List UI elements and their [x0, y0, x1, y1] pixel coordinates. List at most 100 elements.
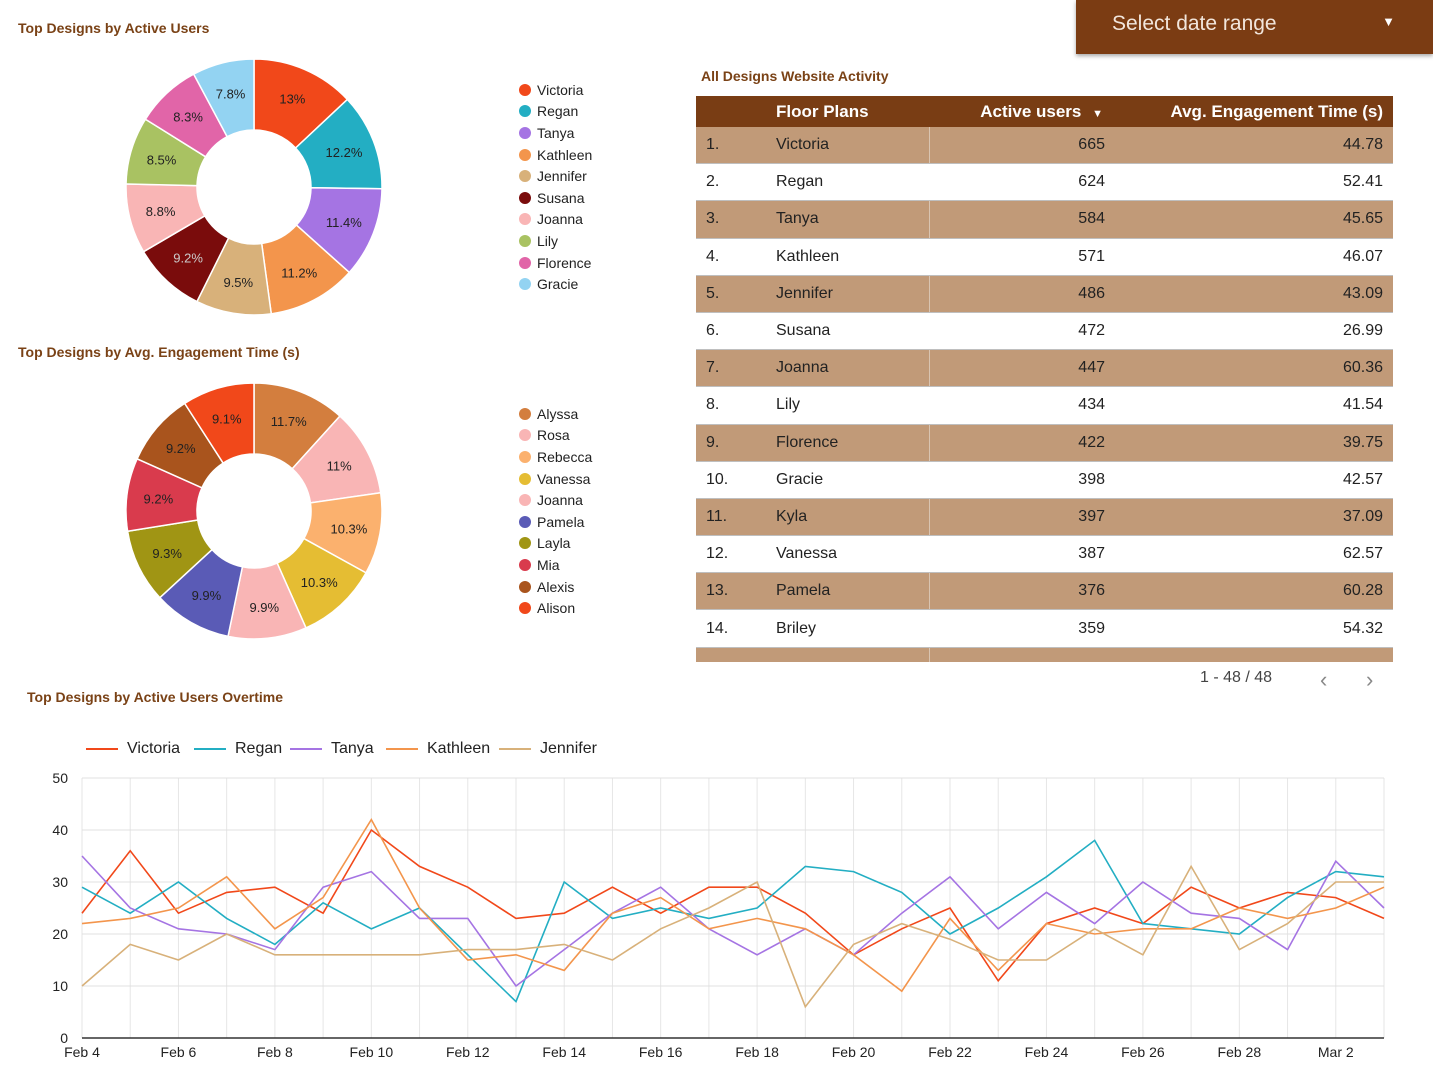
row-engagement: 41.54	[1115, 386, 1393, 425]
active-users-slice-label: 11.4%	[326, 215, 362, 230]
sort-desc-icon: ▼	[1092, 107, 1103, 120]
legend-line-swatch	[386, 748, 418, 750]
series-line-jennifer[interactable]	[81, 864, 1384, 1009]
active-users-slice-label: 7.8%	[216, 86, 246, 101]
table-row[interactable]: 2. Regan 624 52.41	[696, 163, 1393, 202]
line-legend-label: Tanya	[331, 740, 374, 757]
legend-item[interactable]: Susana	[519, 187, 592, 209]
legend-item[interactable]: Gracie	[519, 273, 592, 295]
x-tick-label: Feb 26	[1121, 1044, 1165, 1060]
row-active-users: 359	[929, 609, 1115, 648]
table-row[interactable]	[696, 647, 1393, 662]
legend-item[interactable]: Kathleen	[519, 144, 592, 166]
row-name: Pamela	[766, 572, 930, 611]
legend-label: Vanessa	[537, 470, 591, 487]
legend-swatch	[519, 234, 531, 247]
x-tick-label: Feb 14	[542, 1044, 586, 1060]
x-tick-label: Feb 28	[1218, 1044, 1262, 1060]
legend-item[interactable]: Rebecca	[519, 446, 592, 468]
legend-item[interactable]: Alexis	[519, 576, 592, 598]
engagement-donut-title: Top Designs by Avg. Engagement Time (s)	[18, 344, 300, 360]
table-row[interactable]: 9. Florence 422 39.75	[696, 424, 1393, 462]
row-active-users: 422	[929, 424, 1115, 462]
row-engagement: 37.09	[1115, 498, 1393, 537]
line-legend-item[interactable]: Jennifer	[499, 740, 597, 758]
row-index	[696, 647, 766, 662]
legend-item[interactable]: Alison	[519, 597, 592, 619]
active-users-header[interactable]: Active users ▼	[929, 96, 1115, 127]
legend-item[interactable]: Joanna	[519, 489, 592, 511]
table-row[interactable]: 14. Briley 359 54.32	[696, 609, 1393, 648]
active-users-slice-label: 12.2%	[326, 145, 363, 160]
legend-item[interactable]: Lily	[519, 230, 592, 252]
table-row[interactable]: 8. Lily 434 41.54	[696, 386, 1393, 425]
legend-item[interactable]: Regan	[519, 101, 592, 123]
line-legend-label: Kathleen	[427, 740, 491, 757]
series-line-tanya[interactable]	[81, 855, 1385, 988]
line-legend-item[interactable]: Victoria	[86, 740, 180, 758]
table-row[interactable]: 6. Susana 472 26.99	[696, 312, 1393, 351]
row-index: 10.	[696, 461, 766, 499]
engagement-header[interactable]: Avg. Engagement Time (s)	[1115, 96, 1393, 127]
row-engagement: 26.99	[1115, 312, 1393, 351]
x-tick-label: Feb 10	[350, 1044, 394, 1060]
row-index: 13.	[696, 572, 766, 611]
table-row[interactable]: 1. Victoria 665 44.78	[696, 127, 1393, 165]
row-active-users: 571	[929, 238, 1115, 276]
row-index: 2.	[696, 163, 766, 202]
legend-label: Pamela	[537, 513, 585, 530]
legend-item[interactable]: Joanna	[519, 209, 592, 231]
engagement-header-label: Avg. Engagement Time (s)	[1170, 101, 1383, 121]
table-row[interactable]: 13. Pamela 376 60.28	[696, 572, 1393, 611]
legend-swatch	[519, 472, 531, 485]
row-engagement: 46.07	[1115, 238, 1393, 276]
x-tick-label: Feb 18	[735, 1044, 779, 1060]
row-active-users: 472	[929, 312, 1115, 351]
row-name: Victoria	[766, 127, 930, 165]
legend-label: Kathleen	[537, 146, 593, 163]
legend-item[interactable]: Florence	[519, 252, 592, 274]
y-tick-label: 40	[52, 822, 68, 838]
legend-item[interactable]: Jennifer	[519, 165, 592, 187]
dropdown-caret-icon: ▼	[1382, 14, 1395, 29]
chevron-right-icon[interactable]: ›	[1366, 667, 1374, 692]
table-row[interactable]: 7. Joanna 447 60.36	[696, 349, 1393, 388]
row-name: Lily	[766, 386, 930, 425]
row-active-users: 387	[929, 535, 1115, 574]
row-name: Tanya	[766, 200, 930, 239]
active-users-donut-legend: Victoria Regan Tanya Kathleen Jennifer Susana…	[519, 79, 592, 295]
series-line-victoria[interactable]	[81, 828, 1385, 983]
date-range-selector[interactable]: Select date range ▼	[1076, 0, 1433, 54]
line-legend-item[interactable]: Tanya	[290, 740, 374, 758]
y-tick-label: 10	[52, 978, 68, 994]
table-row[interactable]: 4. Kathleen 571 46.07	[696, 238, 1393, 276]
line-legend-item[interactable]: Kathleen	[386, 740, 490, 758]
index-header	[696, 96, 766, 127]
row-active-users: 486	[929, 275, 1115, 313]
legend-label: Susana	[537, 189, 585, 206]
legend-item[interactable]: Victoria	[519, 79, 592, 101]
table-row[interactable]: 11. Kyla 397 37.09	[696, 498, 1393, 537]
line-legend-item[interactable]: Regan	[194, 740, 282, 758]
legend-item[interactable]: Alyssa	[519, 403, 592, 425]
legend-swatch	[519, 515, 531, 528]
legend-item[interactable]: Mia	[519, 554, 592, 576]
active-users-slice-gracie[interactable]	[192, 58, 255, 138]
chevron-left-icon[interactable]: ‹	[1320, 667, 1328, 692]
legend-item[interactable]: Pamela	[519, 511, 592, 533]
table-row[interactable]: 12. Vanessa 387 62.57	[696, 535, 1393, 574]
series-line-regan[interactable]	[81, 839, 1385, 1004]
table-row[interactable]: 10. Gracie 398 42.57	[696, 461, 1393, 499]
legend-line-swatch	[86, 748, 118, 750]
floor-plans-header[interactable]: Floor Plans	[766, 96, 929, 127]
engagement-slice-alison[interactable]	[183, 382, 255, 465]
series-line-kathleen[interactable]	[81, 818, 1385, 993]
legend-item[interactable]: Tanya	[519, 122, 592, 144]
legend-swatch	[519, 494, 531, 507]
row-active-users: 398	[929, 461, 1115, 499]
legend-item[interactable]: Vanessa	[519, 468, 592, 490]
legend-item[interactable]: Rosa	[519, 425, 592, 447]
legend-item[interactable]: Layla	[519, 533, 592, 555]
table-row[interactable]: 3. Tanya 584 45.65	[696, 200, 1393, 239]
table-row[interactable]: 5. Jennifer 486 43.09	[696, 275, 1393, 313]
